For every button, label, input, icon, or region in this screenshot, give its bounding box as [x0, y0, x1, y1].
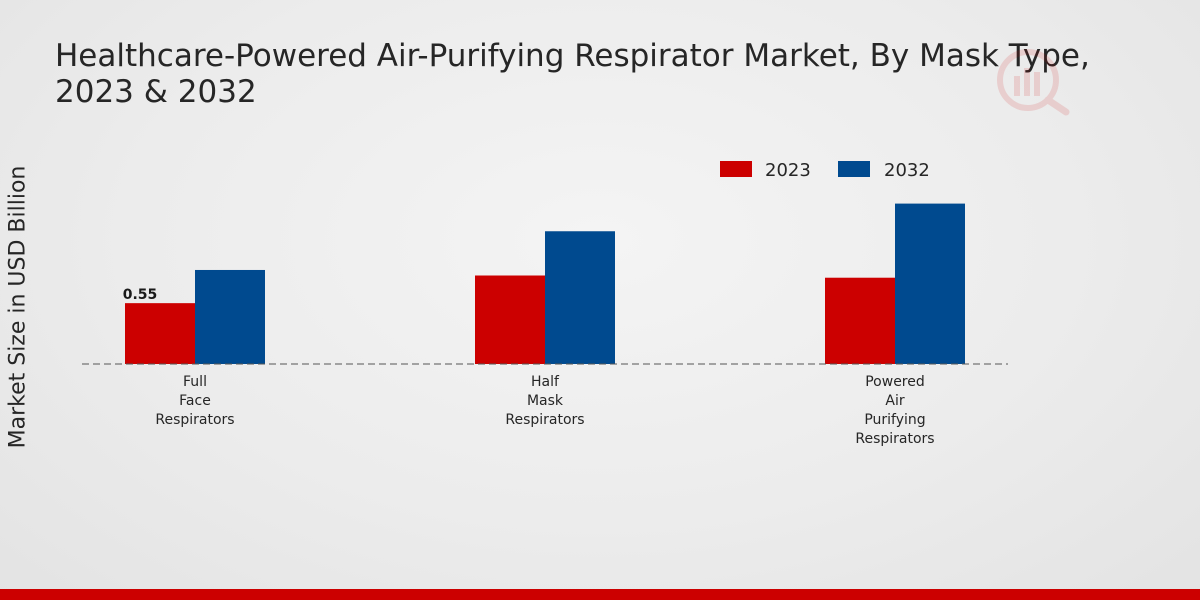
data-label-2023-0: 0.55 — [123, 287, 158, 303]
watermark-logo-icon — [997, 49, 1070, 116]
bars — [125, 203, 965, 364]
bar-2032-1 — [545, 231, 615, 364]
x-tick-label-1: Half Mask Respirators — [505, 374, 584, 428]
legend: 2023 2032 — [720, 160, 930, 181]
x-tick-label-0: Full Face Respirators — [155, 374, 234, 428]
bar-2032-0 — [195, 269, 265, 364]
legend-label-2032: 2032 — [884, 160, 930, 181]
bar-2023-2 — [825, 277, 895, 364]
x-axis-ticks: Full Face Respirators Half Mask Respirators Po… — [155, 374, 934, 447]
bar-2032-2 — [895, 203, 965, 364]
legend-swatch-2032 — [838, 161, 870, 177]
x-tick-label-2: Powered Air Purifying Respirators — [855, 374, 934, 447]
bar-2023-0 — [125, 303, 195, 364]
footer-bar — [0, 589, 1200, 600]
bar-2023-1 — [475, 275, 545, 364]
data-labels: 0.55 — [123, 287, 158, 303]
legend-swatch-2023 — [720, 161, 752, 177]
legend-label-2023: 2023 — [765, 160, 811, 181]
chart-title: Healthcare-Powered Air-Purifying Respira… — [55, 38, 1090, 110]
